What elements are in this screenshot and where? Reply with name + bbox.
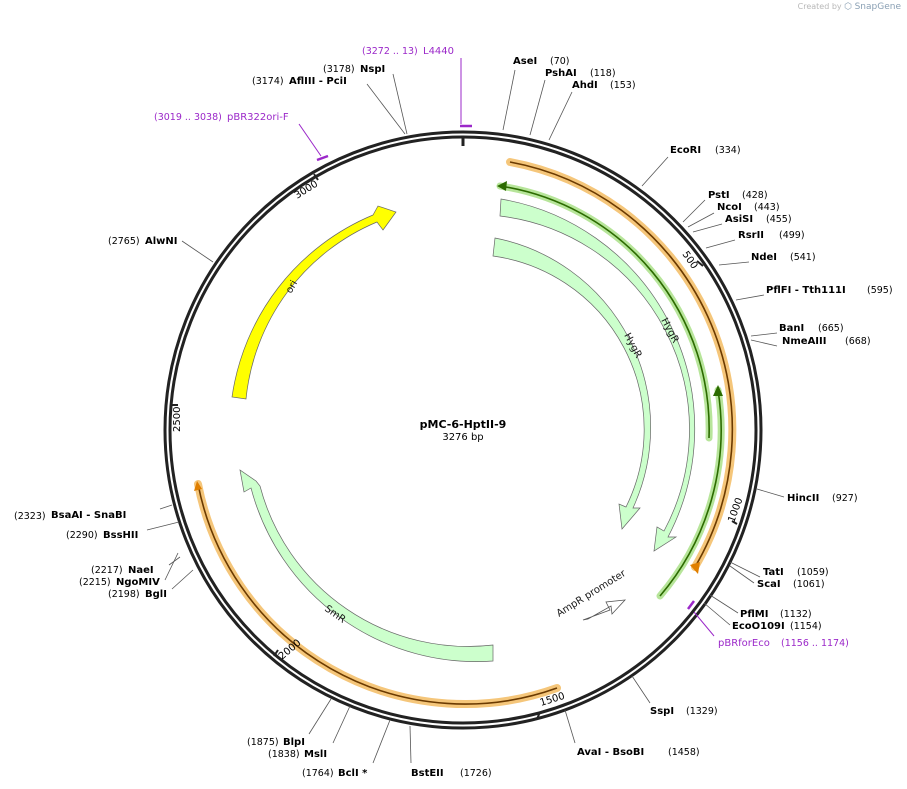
enzyme-naeI-name: NaeI: [128, 565, 154, 576]
enzyme-bglI-pos: (2198): [108, 589, 140, 600]
enzyme-mslI-name: MslI: [304, 749, 327, 760]
enzyme-pflFI-tth111I-name: PflFI - Tth111I: [766, 285, 846, 296]
green-band-inner: [656, 385, 725, 600]
enzyme-ngoMIV-pos: (2215): [79, 577, 111, 588]
credit-prefix: Created by: [797, 2, 842, 11]
primer-pbr322ori-f-name: pBR322ori-F: [227, 112, 289, 123]
enzyme-nspI-name: NspI: [360, 64, 385, 75]
enzyme-pflMI-name: PflMI: [740, 609, 768, 620]
enzyme-pflFI-tth111I-pos: (595): [867, 285, 893, 296]
backbone-outer: [163, 130, 763, 730]
enzyme-aflIII-pciI-pos: (3174): [252, 76, 284, 87]
enzyme-blpI-name: BlpI: [283, 737, 305, 748]
orange-band-left: [194, 480, 561, 709]
enzyme-scaI-pos: (1061): [793, 579, 825, 590]
enzyme-pstI-name: PstI: [708, 190, 730, 201]
enzyme-bssHII-name: BssHII: [103, 530, 138, 541]
enzyme-bclI-pos: (1764): [302, 768, 334, 779]
credit-brand: SnapGene: [854, 2, 901, 12]
feature-ampr-promoter: [582, 599, 627, 621]
enzyme-banI-pos: (665): [818, 323, 844, 334]
enzyme-ecoRI-name: EcoRI: [670, 145, 701, 156]
feature-hygr-outer: [499, 198, 696, 552]
orange-band-left-arrow-icon: [194, 481, 202, 491]
enzyme-aseI-name: AseI: [513, 56, 537, 67]
enzyme-naeI-pos: (2217): [91, 565, 123, 576]
snapgene-logo-icon: ⬡: [844, 2, 853, 12]
feature-label-hygr-outer: HygR: [658, 316, 680, 345]
enzyme-bsaAI-snaBI-name: BsaAI - SnaBI: [51, 510, 126, 521]
enzyme-leader-lines: [146, 69, 785, 764]
enzyme-nmeAIII-pos: (668): [845, 336, 871, 347]
enzyme-ahdI-pos: (153): [610, 80, 636, 91]
enzyme-alwNI-name: AlwNI: [145, 236, 178, 247]
enzyme-labels: AseI (70) PshAI (118) AhdI (153) EcoRI (…: [14, 56, 893, 779]
enzyme-pshAI-pos: (118): [590, 68, 616, 79]
enzyme-pshAI-name: PshAI: [545, 68, 577, 79]
enzyme-ncoI-name: NcoI: [717, 202, 742, 213]
enzyme-aseI-pos: (70): [550, 56, 570, 67]
enzyme-ngoMIV-name: NgoMIV: [116, 577, 160, 588]
enzyme-tatI-name: TatI: [763, 567, 784, 578]
primer-l4440: (3272 .. 13) L4440: [362, 46, 472, 128]
enzyme-bglI-name: BglI: [145, 589, 167, 600]
primer-l4440-name: L4440: [423, 46, 454, 57]
feature-ori: [231, 205, 397, 400]
plasmid-name: pMC-6-HptII-9: [420, 418, 507, 431]
feature-label-ampr-promoter: AmpR promoter: [555, 568, 629, 620]
green-band-outer-arrow-icon: [497, 181, 507, 191]
enzyme-ecoO109I-pos: (1154): [790, 621, 822, 632]
enzyme-avaI-bsoBI-pos: (1458): [668, 747, 700, 758]
feature-hygr-inner: [492, 237, 651, 530]
primer-pbr322ori-f: (3019 .. 3038) pBR322ori-F: [154, 112, 329, 162]
enzyme-bsaAI-snaBI-pos: (2323): [14, 511, 46, 522]
tick-label-2500: 2500: [172, 407, 183, 432]
enzyme-ndeI-pos: (541): [790, 252, 816, 263]
primer-l4440-range: (3272 .. 13): [362, 46, 418, 57]
enzyme-sspI-name: SspI: [650, 706, 674, 717]
primer-pbr322ori-f-range: (3019 .. 3038): [154, 112, 222, 123]
enzyme-banI-name: BanI: [779, 323, 804, 334]
enzyme-bstEII-name: BstEII: [411, 768, 444, 779]
enzyme-asiSI-pos: (455): [766, 214, 792, 225]
enzyme-ecoRI-pos: (334): [715, 145, 741, 156]
green-band-outer: [496, 181, 713, 442]
enzyme-asiSI-name: AsiSI: [725, 214, 753, 225]
orange-band-right: [506, 158, 737, 574]
feature-smr: [239, 469, 494, 662]
enzyme-pstI-pos: (428): [742, 190, 768, 201]
primer-pbrforeco-range: (1156 .. 1174): [781, 638, 849, 649]
green-band-inner-arrow-icon: [713, 385, 723, 396]
enzyme-hincII-name: HincII: [787, 493, 819, 504]
enzyme-bclI-name: BclI *: [338, 768, 368, 779]
enzyme-scaI-name: ScaI: [757, 579, 781, 590]
enzyme-pflMI-pos: (1132): [780, 609, 812, 620]
enzyme-nspI-pos: (3178): [323, 64, 355, 75]
enzyme-blpI-pos: (1875): [247, 737, 279, 748]
primer-pbrforeco: pBRforEco (1156 .. 1174): [687, 600, 849, 649]
enzyme-alwNI-pos: (2765): [108, 236, 140, 247]
orange-band-right-arrow-icon: [690, 562, 700, 574]
primer-pbrforeco-name: pBRforEco: [718, 638, 770, 649]
enzyme-ndeI-name: NdeI: [751, 252, 777, 263]
enzyme-ncoI-pos: (443): [754, 202, 780, 213]
enzyme-ahdI-name: AhdI: [572, 80, 598, 91]
enzyme-avaI-bsoBI-name: AvaI - BsoBI: [577, 747, 644, 758]
enzyme-sspI-pos: (1329): [686, 706, 718, 717]
plasmid-length: 3276 bp: [442, 432, 483, 443]
enzyme-nmeAIII-name: NmeAIII: [782, 336, 826, 347]
enzyme-aflIII-pciI-name: AflIII - PciI: [289, 76, 347, 87]
enzyme-mslI-pos: (1838): [268, 749, 300, 760]
enzyme-tatI-pos: (1059): [797, 567, 829, 578]
enzyme-ecoO109I-name: EcoO109I: [732, 621, 785, 632]
snapgene-credit: Created by ⬡ SnapGene: [798, 2, 901, 12]
enzyme-rsrII-pos: (499): [779, 230, 805, 241]
enzyme-rsrII-name: RsrII: [738, 230, 764, 241]
enzyme-hincII-pos: (927): [832, 493, 858, 504]
enzyme-bstEII-pos: (1726): [460, 768, 492, 779]
enzyme-bssHII-pos: (2290): [66, 530, 98, 541]
